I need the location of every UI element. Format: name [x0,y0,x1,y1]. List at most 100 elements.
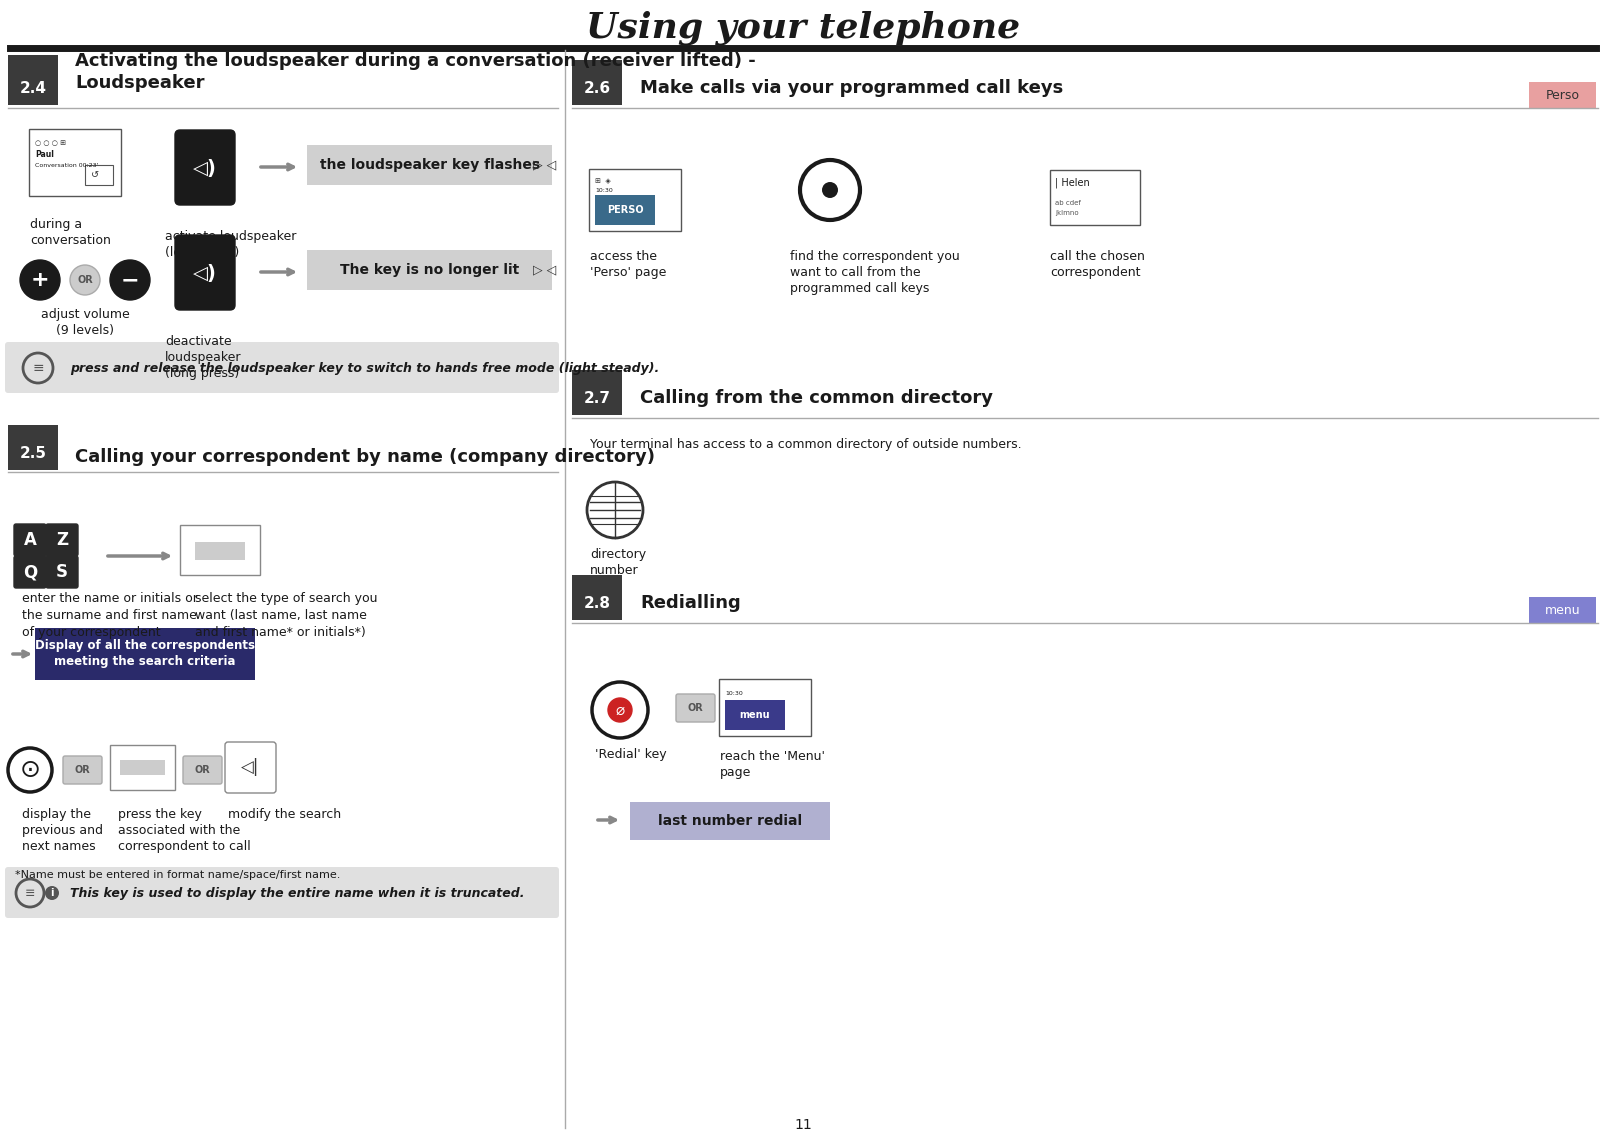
Text: 2.5: 2.5 [19,445,47,461]
Text: ≡: ≡ [32,361,43,376]
Text: This key is used to display the entire name when it is truncated.: This key is used to display the entire n… [71,887,525,899]
FancyBboxPatch shape [29,129,120,196]
Text: +: + [30,270,50,290]
Text: enter the name or initials or
the surname and first name
of your correspondent: enter the name or initials or the surnam… [22,592,197,640]
FancyBboxPatch shape [109,745,175,790]
Text: *Name must be entered in format name/space/first name.: *Name must be entered in format name/spa… [14,869,340,880]
Text: A: A [24,531,37,549]
Circle shape [19,259,59,300]
Text: Q: Q [22,563,37,582]
Text: Z: Z [56,531,67,549]
Text: ▷ ◁: ▷ ◁ [533,158,557,172]
Text: 10:30: 10:30 [724,691,742,696]
Text: ab cdef: ab cdef [1054,200,1080,206]
Circle shape [608,698,632,721]
Text: find the correspondent you
want to call from the
programmed call keys: find the correspondent you want to call … [790,250,960,295]
FancyBboxPatch shape [120,760,165,775]
Text: jklmno: jklmno [1054,211,1079,216]
Text: Calling your correspondent by name (company directory): Calling your correspondent by name (comp… [75,448,655,465]
Text: Paul: Paul [35,150,55,159]
FancyBboxPatch shape [180,525,260,575]
FancyBboxPatch shape [589,170,681,231]
FancyBboxPatch shape [571,60,621,105]
Text: Activating the loudspeaker during a conversation (receiver lifted) -
Loudspeaker: Activating the loudspeaker during a conv… [75,52,756,92]
Text: activate loudspeaker
(long press): activate loudspeaker (long press) [165,230,297,259]
FancyBboxPatch shape [194,542,246,560]
Text: 2.7: 2.7 [584,390,610,405]
Text: menu: menu [1544,603,1579,617]
FancyBboxPatch shape [63,756,103,784]
FancyBboxPatch shape [8,424,58,470]
Text: OR: OR [77,275,93,284]
Text: PERSO: PERSO [607,205,644,215]
Text: −: − [120,270,140,290]
Circle shape [109,259,149,300]
FancyBboxPatch shape [85,165,112,185]
Text: | Helen: | Helen [1054,178,1090,188]
FancyBboxPatch shape [629,802,830,840]
Text: 10:30: 10:30 [594,188,613,193]
Text: ⊙: ⊙ [19,758,40,782]
FancyBboxPatch shape [183,756,221,784]
FancyBboxPatch shape [5,343,559,393]
Circle shape [45,887,59,900]
FancyBboxPatch shape [8,55,58,105]
Text: Make calls via your programmed call keys: Make calls via your programmed call keys [640,79,1063,97]
Text: ↺: ↺ [91,170,100,180]
FancyBboxPatch shape [47,523,79,556]
Text: press and release the loudspeaker key to switch to hands free mode (light steady: press and release the loudspeaker key to… [71,362,658,374]
Text: modify the search: modify the search [228,808,340,820]
Text: Conversation 00:23': Conversation 00:23' [35,163,98,168]
Text: ⌀: ⌀ [615,702,624,717]
Text: Using your telephone: Using your telephone [586,10,1019,46]
Text: 11: 11 [793,1118,812,1132]
FancyBboxPatch shape [571,575,621,620]
Text: menu: menu [740,710,770,720]
Text: Perso: Perso [1546,89,1579,101]
Text: 'Redial' key: 'Redial' key [594,748,666,761]
Text: ○ ○ ○ ⊞: ○ ○ ○ ⊞ [35,140,66,146]
FancyBboxPatch shape [175,130,234,205]
Text: press the key
associated with the
correspondent to call: press the key associated with the corres… [117,808,250,854]
Text: ⊞  ◈: ⊞ ◈ [594,178,610,184]
Circle shape [822,182,838,198]
Text: the loudspeaker key flashes: the loudspeaker key flashes [319,158,539,172]
Text: select the type of search you
want (last name, last name
and first name* or init: select the type of search you want (last… [194,592,377,640]
Text: display the
previous and
next names: display the previous and next names [22,808,103,854]
FancyBboxPatch shape [676,694,714,721]
Text: OR: OR [687,703,703,714]
Text: adjust volume
(9 levels): adjust volume (9 levels) [40,308,130,337]
FancyBboxPatch shape [47,556,79,588]
Text: 2.6: 2.6 [584,81,612,96]
Text: call the chosen
correspondent: call the chosen correspondent [1050,250,1144,279]
FancyBboxPatch shape [1528,597,1595,624]
Text: Calling from the common directory: Calling from the common directory [640,389,992,407]
Text: OR: OR [194,765,210,775]
FancyBboxPatch shape [225,742,276,793]
Text: Your terminal has access to a common directory of outside numbers.: Your terminal has access to a common dir… [589,438,1021,451]
FancyBboxPatch shape [14,556,47,588]
Circle shape [71,265,100,295]
Text: OR: OR [74,765,90,775]
Text: access the
'Perso' page: access the 'Perso' page [589,250,666,279]
FancyBboxPatch shape [571,370,621,415]
FancyBboxPatch shape [307,250,552,290]
Text: ▷ ◁: ▷ ◁ [533,264,557,277]
Text: Redialling: Redialling [640,594,740,612]
FancyBboxPatch shape [719,679,811,736]
Text: deactivate
loudspeaker
(long press): deactivate loudspeaker (long press) [165,335,241,380]
FancyBboxPatch shape [5,867,559,918]
Text: Display of all the correspondents
meeting the search criteria: Display of all the correspondents meetin… [35,640,255,668]
Text: The key is no longer lit: The key is no longer lit [340,263,520,277]
Text: directory
number: directory number [589,549,645,577]
Text: reach the 'Menu'
page: reach the 'Menu' page [719,750,825,780]
Text: i: i [50,888,53,898]
FancyBboxPatch shape [1050,170,1140,225]
Text: ◁): ◁) [193,158,217,178]
Text: ◁|: ◁| [241,758,258,776]
FancyBboxPatch shape [14,523,47,556]
Text: during a
conversation: during a conversation [30,218,111,247]
Text: 2.4: 2.4 [19,81,47,96]
Text: ≡: ≡ [24,887,35,899]
Text: ◁): ◁) [193,264,217,282]
